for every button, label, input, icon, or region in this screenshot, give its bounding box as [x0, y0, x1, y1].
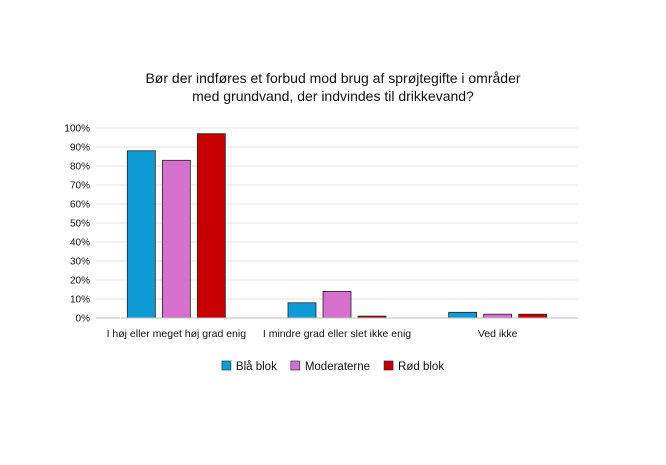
y-tick-label: 70% [70, 181, 90, 192]
legend-swatch [290, 360, 301, 371]
y-tick-label: 30% [70, 257, 90, 268]
bar [518, 313, 548, 319]
bar [196, 133, 226, 319]
legend: Blå blok Moderaterne Rød blok [221, 360, 444, 373]
y-axis: 0% 10% 20% 30% 40% 50% 60% 70% 80% 90% 100% [64, 124, 90, 325]
y-tick-label: 20% [70, 276, 90, 287]
bars [126, 133, 548, 319]
y-tick-label: 100% [64, 124, 90, 135]
y-tick-label: 80% [70, 162, 90, 173]
legend-label: Blå blok [236, 361, 277, 373]
chart-title-line-2: med grundvand, der indvindes til drikkev… [192, 88, 474, 104]
bar [126, 150, 156, 319]
x-category-label: I høj eller meget høj grad enig [107, 328, 247, 340]
legend-swatch [221, 360, 232, 371]
bar [287, 302, 317, 319]
bar [322, 290, 352, 319]
bar [483, 313, 513, 319]
x-axis: I høj eller meget høj grad enig I mindre … [107, 328, 518, 340]
x-category-label: Ved ikke [478, 328, 518, 340]
legend-label: Rød blok [398, 361, 444, 373]
y-tick-label: 90% [70, 143, 90, 154]
y-tick-label: 60% [70, 200, 90, 211]
legend-swatch [383, 360, 394, 371]
bar [448, 311, 478, 319]
x-category-label: I mindre grad eller slet ikke enig [263, 328, 411, 340]
legend-label: Moderaterne [305, 361, 370, 373]
chart-title-line-1: Bør der indføres et forbud mod brug af s… [145, 70, 520, 86]
y-tick-label: 40% [70, 238, 90, 249]
bar [161, 159, 191, 319]
y-tick-label: 10% [70, 295, 90, 306]
y-tick-label: 50% [70, 219, 90, 230]
y-tick-label: 0% [76, 314, 91, 325]
chart-title: Bør der indføres et forbud mod brug af s… [145, 70, 520, 104]
